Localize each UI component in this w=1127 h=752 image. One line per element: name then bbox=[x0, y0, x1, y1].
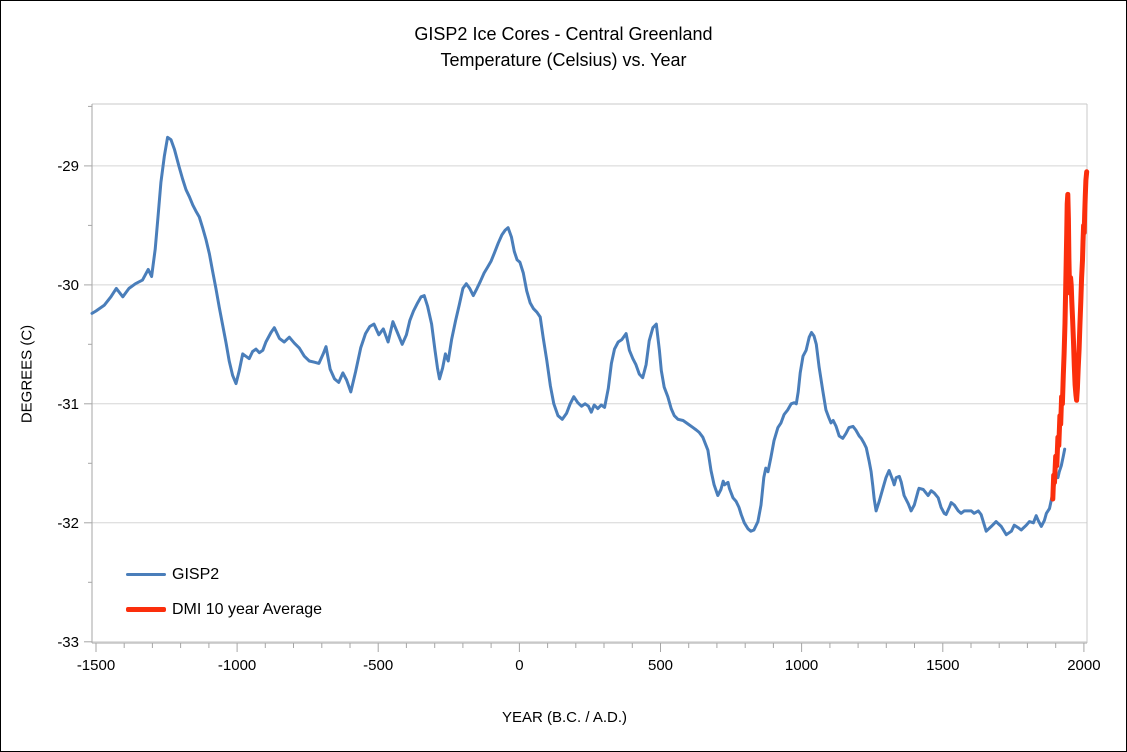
y-tick-label: -31 bbox=[57, 396, 79, 413]
legend-label-gisp2: GISP2 bbox=[172, 565, 220, 583]
gisp2-line-swatch bbox=[126, 573, 166, 576]
x-tick-label: 0 bbox=[515, 657, 523, 674]
chart-title: GISP2 Ice Cores - Central Greenland Temp… bbox=[1, 21, 1126, 73]
legend-item-dmi: DMI 10 year Average bbox=[126, 592, 322, 627]
x-tick-label: -1500 bbox=[77, 657, 115, 674]
x-tick-label: 2000 bbox=[1067, 657, 1100, 674]
y-tick-label: -29 bbox=[57, 158, 79, 175]
x-tick-label: 1000 bbox=[785, 657, 818, 674]
chart-title-line1: GISP2 Ice Cores - Central Greenland bbox=[414, 24, 713, 44]
y-axis-title: DEGREES (C) bbox=[18, 324, 36, 424]
y-tick-label: -33 bbox=[57, 634, 79, 651]
series-line-dmi-10-year-average bbox=[1050, 169, 1090, 502]
legend-label-dmi: DMI 10 year Average bbox=[172, 600, 323, 618]
dmi-line-swatch bbox=[126, 607, 166, 612]
series-line-gisp2 bbox=[90, 135, 1067, 537]
x-tick-label: 1500 bbox=[926, 657, 959, 674]
y-tick-label: -30 bbox=[57, 277, 79, 294]
legend: GISP2 DMI 10 year Average bbox=[126, 557, 322, 627]
x-axis-title: YEAR (B.C. / A.D.) bbox=[501, 709, 628, 726]
x-tick-label: -1000 bbox=[218, 657, 256, 674]
legend-item-gisp2: GISP2 bbox=[126, 557, 322, 592]
chart-title-line2: Temperature (Celsius) vs. Year bbox=[440, 50, 687, 70]
x-tick-label: -500 bbox=[363, 657, 393, 674]
x-tick-label: 500 bbox=[648, 657, 673, 674]
y-tick-label: -32 bbox=[57, 515, 79, 532]
